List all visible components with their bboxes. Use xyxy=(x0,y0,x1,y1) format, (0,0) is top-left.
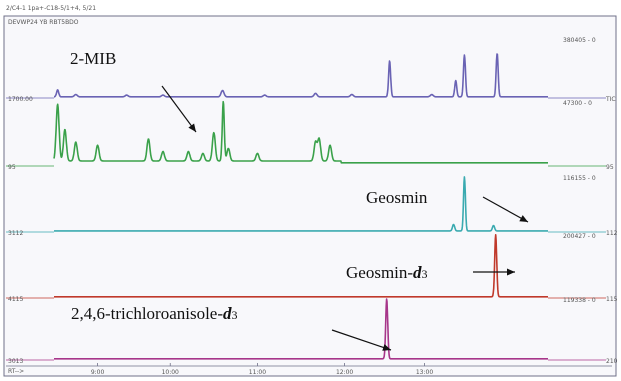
trace-left-label: 4115 xyxy=(8,296,23,303)
x-tick-label: 10:00 xyxy=(162,369,179,376)
trace-line xyxy=(53,100,549,164)
x-tick-label: 11:00 xyxy=(249,369,266,376)
annotation-label: Geosmin-d3 xyxy=(346,263,428,282)
trace-left-label: 1700.00 xyxy=(8,96,33,103)
trace-line xyxy=(53,53,549,98)
annotation-arrowhead xyxy=(507,268,515,276)
trace-4: 4115 200427 - 0 115 xyxy=(6,233,618,303)
annotation-arrowhead xyxy=(519,215,528,222)
annotation-arrow-line xyxy=(161,85,197,133)
trace-range-label: 119338 - 0 xyxy=(563,297,596,304)
trace-right-label: TIC xyxy=(605,96,616,103)
trace-line xyxy=(53,176,549,232)
annotation-label: Geosmin xyxy=(366,188,428,207)
annotation-1: 2-MIB xyxy=(70,49,197,133)
trace-1: 1700.00 380405 - 0 TIC xyxy=(6,37,616,103)
trace-right-label: 95 xyxy=(606,164,614,171)
trace-right-label: 115 xyxy=(606,296,618,303)
trace-left-label: 3112 xyxy=(8,230,23,237)
annotation-label: 2-MIB xyxy=(70,49,116,68)
header-line-2: DEVWP24 YB RBT5BDO xyxy=(8,19,79,26)
trace-3: 3112 116155 - 0 112 xyxy=(6,175,618,237)
trace-range-label: 200427 - 0 xyxy=(563,233,596,240)
trace-5: 3013 119338 - 0 210 xyxy=(6,297,618,365)
annotation-label: 2,4,6-trichloroanisole-d3 xyxy=(71,304,238,323)
trace-right-label: 210 xyxy=(606,358,618,365)
trace-range-label: 380405 - 0 xyxy=(563,37,596,44)
trace-left-label: 3013 xyxy=(8,358,23,365)
x-tick-label: 12:00 xyxy=(336,369,353,376)
trace-left-label: 95 xyxy=(8,164,16,171)
trace-right-label: 112 xyxy=(606,230,618,237)
trace-line xyxy=(53,298,549,360)
annotation-arrowhead xyxy=(188,123,196,132)
annotation-arrowhead xyxy=(382,344,391,351)
header-line-1: 2/C4-1 1pa+-C18-5/1+4, 5/21 xyxy=(6,5,96,12)
x-axis-corner-label: RT--> xyxy=(8,368,24,375)
annotation-2: Geosmin xyxy=(366,188,529,223)
x-tick-label: 13:00 xyxy=(416,369,433,376)
trace-range-label: 47300 - 0 xyxy=(563,100,592,107)
trace-line xyxy=(53,234,549,298)
trace-2: 95 47300 - 0 95 xyxy=(6,100,614,171)
plot-frame xyxy=(3,15,617,377)
annotation-arrow-line xyxy=(331,329,392,351)
annotation-4: 2,4,6-trichloroanisole-d3 xyxy=(71,304,392,351)
annotation-arrow-line xyxy=(482,196,529,223)
trace-range-label: 116155 - 0 xyxy=(563,175,596,182)
x-tick-label: 9:00 xyxy=(91,369,105,376)
annotation-3: Geosmin-d3 xyxy=(346,263,515,282)
